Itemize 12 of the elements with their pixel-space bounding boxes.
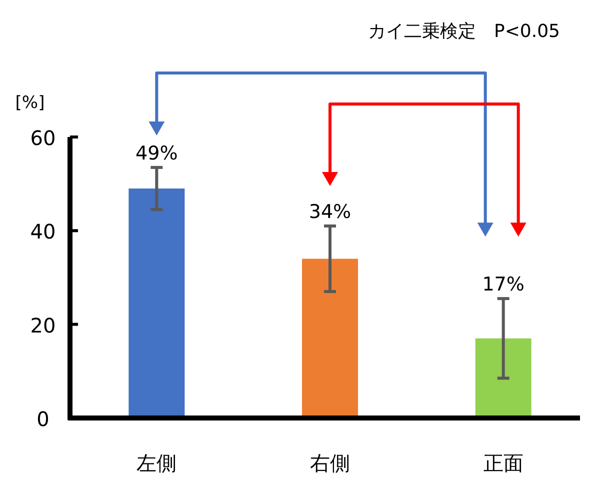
y-axis-title: [%] [15, 93, 45, 113]
x-tick-label: 右側 [310, 451, 350, 475]
x-tick-label: 左側 [136, 451, 177, 475]
y-tick-label: 40 [30, 220, 56, 244]
y-tick-label: 60 [30, 126, 56, 150]
y-tick-label: 0 [36, 407, 50, 431]
text: カイ二乗検定 P<0.05 [368, 21, 560, 42]
data-label: 34% [308, 200, 352, 223]
x-tick-label: 正面 [483, 451, 524, 475]
data-label: 49% [136, 142, 178, 164]
data-label: 17% [482, 274, 524, 296]
y-tick-label: 20 [30, 313, 56, 338]
